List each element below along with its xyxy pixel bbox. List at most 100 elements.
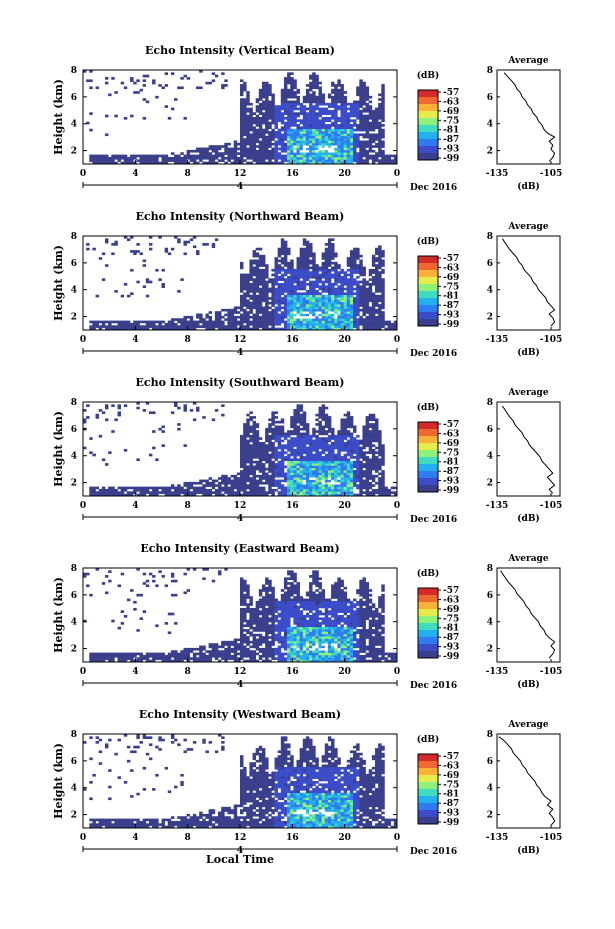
heatmap-cell bbox=[381, 311, 385, 314]
heatmap-cell bbox=[324, 486, 329, 490]
heatmap-cell bbox=[287, 481, 291, 485]
heatmap-cell bbox=[252, 142, 256, 146]
heatmap-cell bbox=[331, 297, 335, 300]
heatmap-cell bbox=[283, 100, 288, 104]
y-tick-label: 2 bbox=[71, 147, 77, 157]
heatmap-cell bbox=[211, 145, 216, 148]
heatmap-cell bbox=[375, 107, 379, 111]
heatmap-cell bbox=[315, 493, 319, 497]
heatmap-cell bbox=[334, 311, 338, 314]
heatmap-cell bbox=[368, 117, 373, 120]
heatmap-cell bbox=[365, 114, 370, 118]
heatmap-cell bbox=[136, 458, 140, 462]
heatmap-cell bbox=[261, 315, 266, 319]
heatmap-cell bbox=[296, 306, 300, 310]
heatmap-cell bbox=[277, 292, 282, 296]
heatmap-cell bbox=[95, 156, 99, 160]
heatmap-cell bbox=[349, 152, 354, 155]
heatmap-cell bbox=[261, 268, 266, 272]
heatmap-cell bbox=[293, 320, 297, 324]
heatmap-cell bbox=[177, 240, 181, 244]
heatmap-cell bbox=[170, 320, 175, 324]
heatmap-cell bbox=[356, 325, 360, 328]
heatmap-cell bbox=[340, 441, 344, 445]
heatmap-cell bbox=[299, 271, 304, 274]
heatmap-cells bbox=[83, 402, 398, 497]
heatmap-cell bbox=[205, 481, 209, 485]
heatmap-cell bbox=[287, 247, 291, 251]
heatmap-cell bbox=[340, 107, 344, 111]
heatmap-cell bbox=[180, 491, 184, 494]
heatmap-cell bbox=[227, 327, 231, 331]
heatmap-cell bbox=[86, 121, 90, 125]
heatmap-cell bbox=[299, 311, 304, 314]
heatmap-cell bbox=[315, 105, 319, 108]
heatmap-cell bbox=[305, 486, 310, 490]
heatmap-cell bbox=[261, 81, 266, 85]
heatmap-cell bbox=[120, 154, 125, 158]
heatmap-cell bbox=[252, 259, 256, 263]
heatmap-cell bbox=[192, 418, 197, 422]
heatmap-cell bbox=[261, 446, 266, 450]
heatmap-cell bbox=[287, 463, 291, 466]
heatmap-cell bbox=[258, 470, 263, 473]
heatmap-cell bbox=[271, 287, 275, 291]
heatmap-cell bbox=[371, 456, 376, 459]
heatmap-cell bbox=[208, 320, 213, 324]
heatmap-cell bbox=[274, 467, 278, 471]
heatmap-cell bbox=[280, 299, 285, 303]
heatmap-cell bbox=[249, 486, 253, 490]
heatmap-cell bbox=[318, 100, 322, 104]
heatmap-cell bbox=[362, 474, 366, 478]
heatmap-cell bbox=[309, 117, 313, 120]
heatmap-cell bbox=[324, 147, 329, 151]
heatmap-cell bbox=[349, 444, 354, 447]
heatmap-cell bbox=[252, 453, 256, 457]
heatmap-cell bbox=[378, 299, 382, 303]
heatmap-cell bbox=[305, 247, 310, 251]
heatmap-cell bbox=[227, 481, 231, 485]
heatmap-cell bbox=[287, 147, 291, 151]
heatmap-cell bbox=[293, 290, 297, 293]
heatmap-cell bbox=[277, 453, 282, 457]
heatmap-cell bbox=[283, 299, 288, 303]
heatmap-cell bbox=[356, 93, 360, 97]
heatmap-cell bbox=[299, 154, 304, 158]
heatmap-cell bbox=[271, 477, 275, 480]
heatmap-cell bbox=[312, 484, 316, 487]
heatmap-cell bbox=[126, 159, 131, 162]
heatmap-cell bbox=[293, 474, 297, 478]
heatmap-cell bbox=[340, 460, 344, 464]
heatmap-cell bbox=[362, 430, 366, 433]
heatmap-cell bbox=[375, 491, 379, 494]
colorbar-tick-label: -81 bbox=[443, 126, 459, 136]
heatmap-cell bbox=[280, 126, 285, 130]
heatmap-cell bbox=[318, 311, 322, 314]
heatmap-cell bbox=[265, 88, 269, 92]
profile-y-tick-label: 6 bbox=[487, 93, 493, 103]
heatmap-cell bbox=[255, 463, 260, 466]
heatmap-cell bbox=[296, 107, 300, 111]
heatmap-cell bbox=[265, 138, 269, 141]
heatmap-cell bbox=[177, 290, 181, 293]
heatmap-cell bbox=[346, 257, 351, 260]
x-tick-label: 0 bbox=[394, 169, 400, 179]
heatmap-cell bbox=[277, 486, 282, 490]
heatmap-cell bbox=[258, 463, 263, 466]
heatmap-cell bbox=[152, 488, 156, 492]
heatmap-cell bbox=[277, 107, 282, 111]
heatmap-cell bbox=[296, 283, 300, 286]
heatmap-cell bbox=[249, 453, 253, 457]
heatmap-cell bbox=[130, 491, 134, 494]
heatmap-cell bbox=[331, 100, 335, 104]
x-tick-label: 4 bbox=[132, 501, 138, 511]
heatmap-cell bbox=[142, 156, 147, 160]
heatmap-cell bbox=[265, 142, 269, 146]
heatmap-cell bbox=[211, 484, 216, 487]
heatmap-cell bbox=[371, 474, 376, 478]
heatmap-cell bbox=[312, 439, 316, 443]
heatmap-cell bbox=[331, 456, 335, 459]
heatmap-cell bbox=[196, 149, 200, 153]
heatmap-cell bbox=[299, 147, 304, 151]
colorbar-swatch bbox=[418, 111, 438, 119]
